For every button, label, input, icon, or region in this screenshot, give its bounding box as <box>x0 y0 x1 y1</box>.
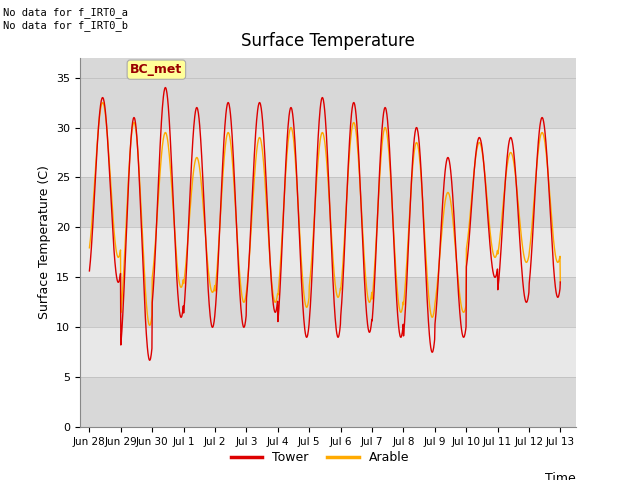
Legend: Tower, Arable: Tower, Arable <box>226 446 414 469</box>
Title: Surface Temperature: Surface Temperature <box>241 33 415 50</box>
Text: BC_met: BC_met <box>131 63 182 76</box>
Bar <box>80 327 576 377</box>
Y-axis label: Surface Temperature (C): Surface Temperature (C) <box>38 166 51 319</box>
Text: Time: Time <box>545 471 576 480</box>
Text: No data for f_IRT0_a
No data for f_IRT0_b: No data for f_IRT0_a No data for f_IRT0_… <box>3 7 128 31</box>
Bar <box>80 228 576 277</box>
Bar <box>80 128 576 178</box>
